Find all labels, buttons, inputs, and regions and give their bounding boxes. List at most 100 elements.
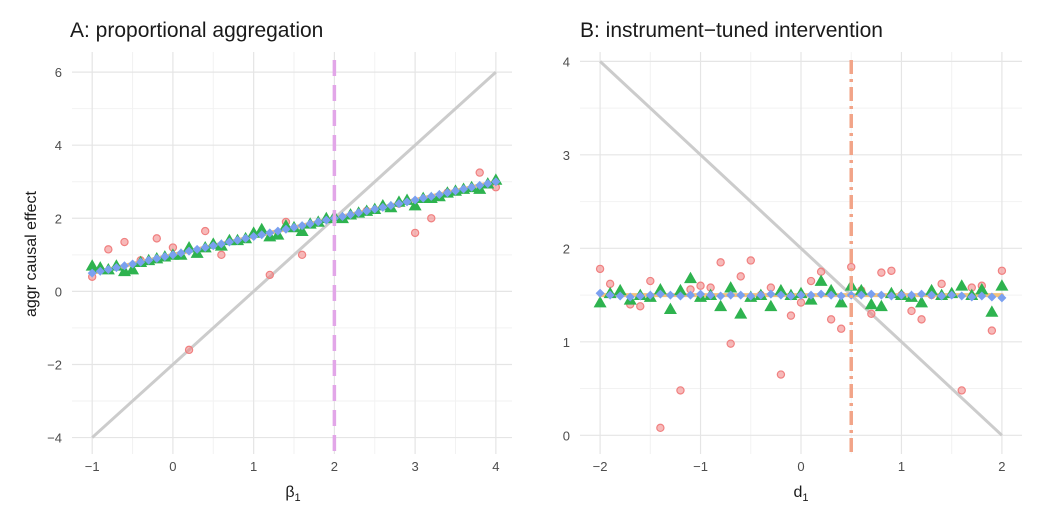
chart-a-point-blue [459, 184, 469, 194]
chart-a-reference-line [91, 70, 497, 439]
chart-b-xtick-label: 2 [998, 459, 1005, 474]
chart-b-point-green [653, 282, 667, 295]
chart-a-point-blue [450, 186, 460, 196]
chart-b-ytick-label: 4 [563, 54, 570, 69]
chart-b-point-red [987, 326, 997, 335]
chart-a-point-blue [281, 224, 291, 234]
chart-a-xtick-label: 1 [250, 459, 257, 474]
chart-b-point-blue [796, 290, 806, 300]
chart-b-point-green [975, 282, 989, 295]
chart-b-point-blue [947, 290, 957, 300]
chart-a-ticks: −1 0 1 2 3 4 −4 −2 0 2 4 6 [47, 65, 499, 474]
chart-b-point-red [887, 266, 896, 275]
panel-b: B: instrument−tuned intervention −2 −1 0 1 2… [563, 19, 1022, 504]
chart-b-point-blue [957, 291, 967, 301]
chart-a-grid [72, 52, 512, 454]
chart-a-xtick-label: −1 [85, 459, 100, 474]
chart-b-point-blue [675, 291, 685, 301]
chart-a-point-red [152, 234, 161, 243]
chart-b-point-green [684, 271, 697, 284]
chart-b-point-red [957, 386, 966, 395]
chart-a-point-blue [192, 244, 202, 254]
chart-b-point-red [917, 315, 926, 324]
chart-a-ytick-label: 6 [55, 65, 62, 80]
chart-b-point-blue [746, 291, 756, 301]
chart-a-xlabel-sub: 1 [295, 492, 301, 504]
chart-a-point-blue [378, 202, 388, 212]
chart-a-point-blue [208, 241, 218, 251]
chart-a-point-red [410, 228, 420, 238]
chart-b-point-blue [716, 291, 726, 301]
chart-b-ytick-label: 0 [563, 428, 570, 443]
chart-b-point-blue [876, 290, 886, 300]
chart-a-point-red [201, 226, 210, 236]
chart-b-point-red [806, 276, 816, 286]
chart-a-point-blue [297, 221, 307, 231]
chart-a-point-blue [136, 257, 146, 267]
chart-b-point-red [877, 268, 886, 277]
chart-a-point-blue [386, 200, 396, 210]
chart-b-point-green [985, 305, 999, 317]
chart-a-point-blue [426, 191, 436, 201]
chart-b-ticks: −2 −1 0 1 2 0 1 2 3 4 [563, 54, 1006, 474]
chart-a-point-red [297, 250, 307, 260]
chart-a-xtick-label: 2 [331, 459, 338, 474]
chart-b-point-red [786, 311, 796, 320]
chart-b-point-red [726, 339, 735, 348]
chart-b-xtick-label: 0 [797, 459, 804, 474]
chart-a-ytick-label: 4 [55, 138, 62, 153]
chart-b-point-blue [706, 290, 716, 300]
chart-b-xlabel-base: d [793, 484, 802, 501]
chart-b-point-blue [655, 289, 665, 299]
chart-a-point-blue [184, 246, 194, 256]
chart-a-point-red [265, 270, 274, 280]
chart-b-xlabel: d1 [793, 484, 808, 504]
chart-b-point-red [636, 302, 645, 311]
chart-b-point-red [595, 264, 605, 274]
chart-a-point-red [217, 250, 226, 260]
chart-b-point-blue [766, 289, 776, 299]
chart-b-point-green [764, 299, 778, 312]
chart-a-point-blue [346, 210, 356, 220]
chart-b-point-green [854, 283, 868, 296]
chart-a-point-blue [313, 217, 323, 227]
chart-b-point-green [925, 283, 939, 296]
chart-a-point-blue [216, 239, 226, 249]
chart-b-point-blue [826, 290, 836, 300]
chart-b-xtick-label: 1 [898, 459, 905, 474]
chart-a-point-blue [168, 250, 178, 260]
chart-b-point-red [836, 324, 846, 333]
chart-b-point-blue [625, 292, 635, 302]
chart-a-point-blue [442, 188, 452, 198]
chart-a-point-blue [144, 255, 154, 265]
chart-a-point-blue [265, 228, 275, 238]
chart-b-point-blue [997, 293, 1007, 303]
chart-a-point-green [85, 259, 99, 271]
chart-b-point-blue [686, 290, 695, 300]
chart-b-point-blue [987, 292, 997, 302]
chart-b-point-green [915, 296, 929, 308]
chart-b-point-blue [977, 291, 987, 301]
chart-a-point-red [427, 214, 436, 223]
chart-b-point-green [955, 279, 969, 291]
chart-b-ytick-label: 1 [563, 335, 570, 350]
chart-a-point-blue [95, 266, 105, 276]
chart-b-point-blue [786, 291, 796, 301]
chart-b-point-red [826, 315, 836, 324]
chart-b-point-red [646, 276, 655, 286]
chart-a-point-green [408, 198, 422, 211]
chart-b-point-green [774, 283, 788, 296]
chart-b-point-red [696, 281, 705, 290]
chart-b-point-red [676, 386, 685, 395]
chart-a-marks [85, 60, 503, 454]
chart-a-point-blue [491, 177, 501, 187]
chart-a-xtick-label: 3 [412, 459, 419, 474]
chart-a-point-red [184, 345, 194, 355]
chart-a-point-blue [370, 204, 380, 214]
chart-a-point-blue [87, 268, 97, 278]
chart-b-point-blue [726, 290, 736, 300]
chart-a-title: A: proportional aggregation [70, 19, 323, 42]
chart-b-ytick-label: 2 [563, 241, 570, 256]
chart-b-point-blue [806, 290, 816, 300]
chart-b-point-red [716, 258, 725, 267]
